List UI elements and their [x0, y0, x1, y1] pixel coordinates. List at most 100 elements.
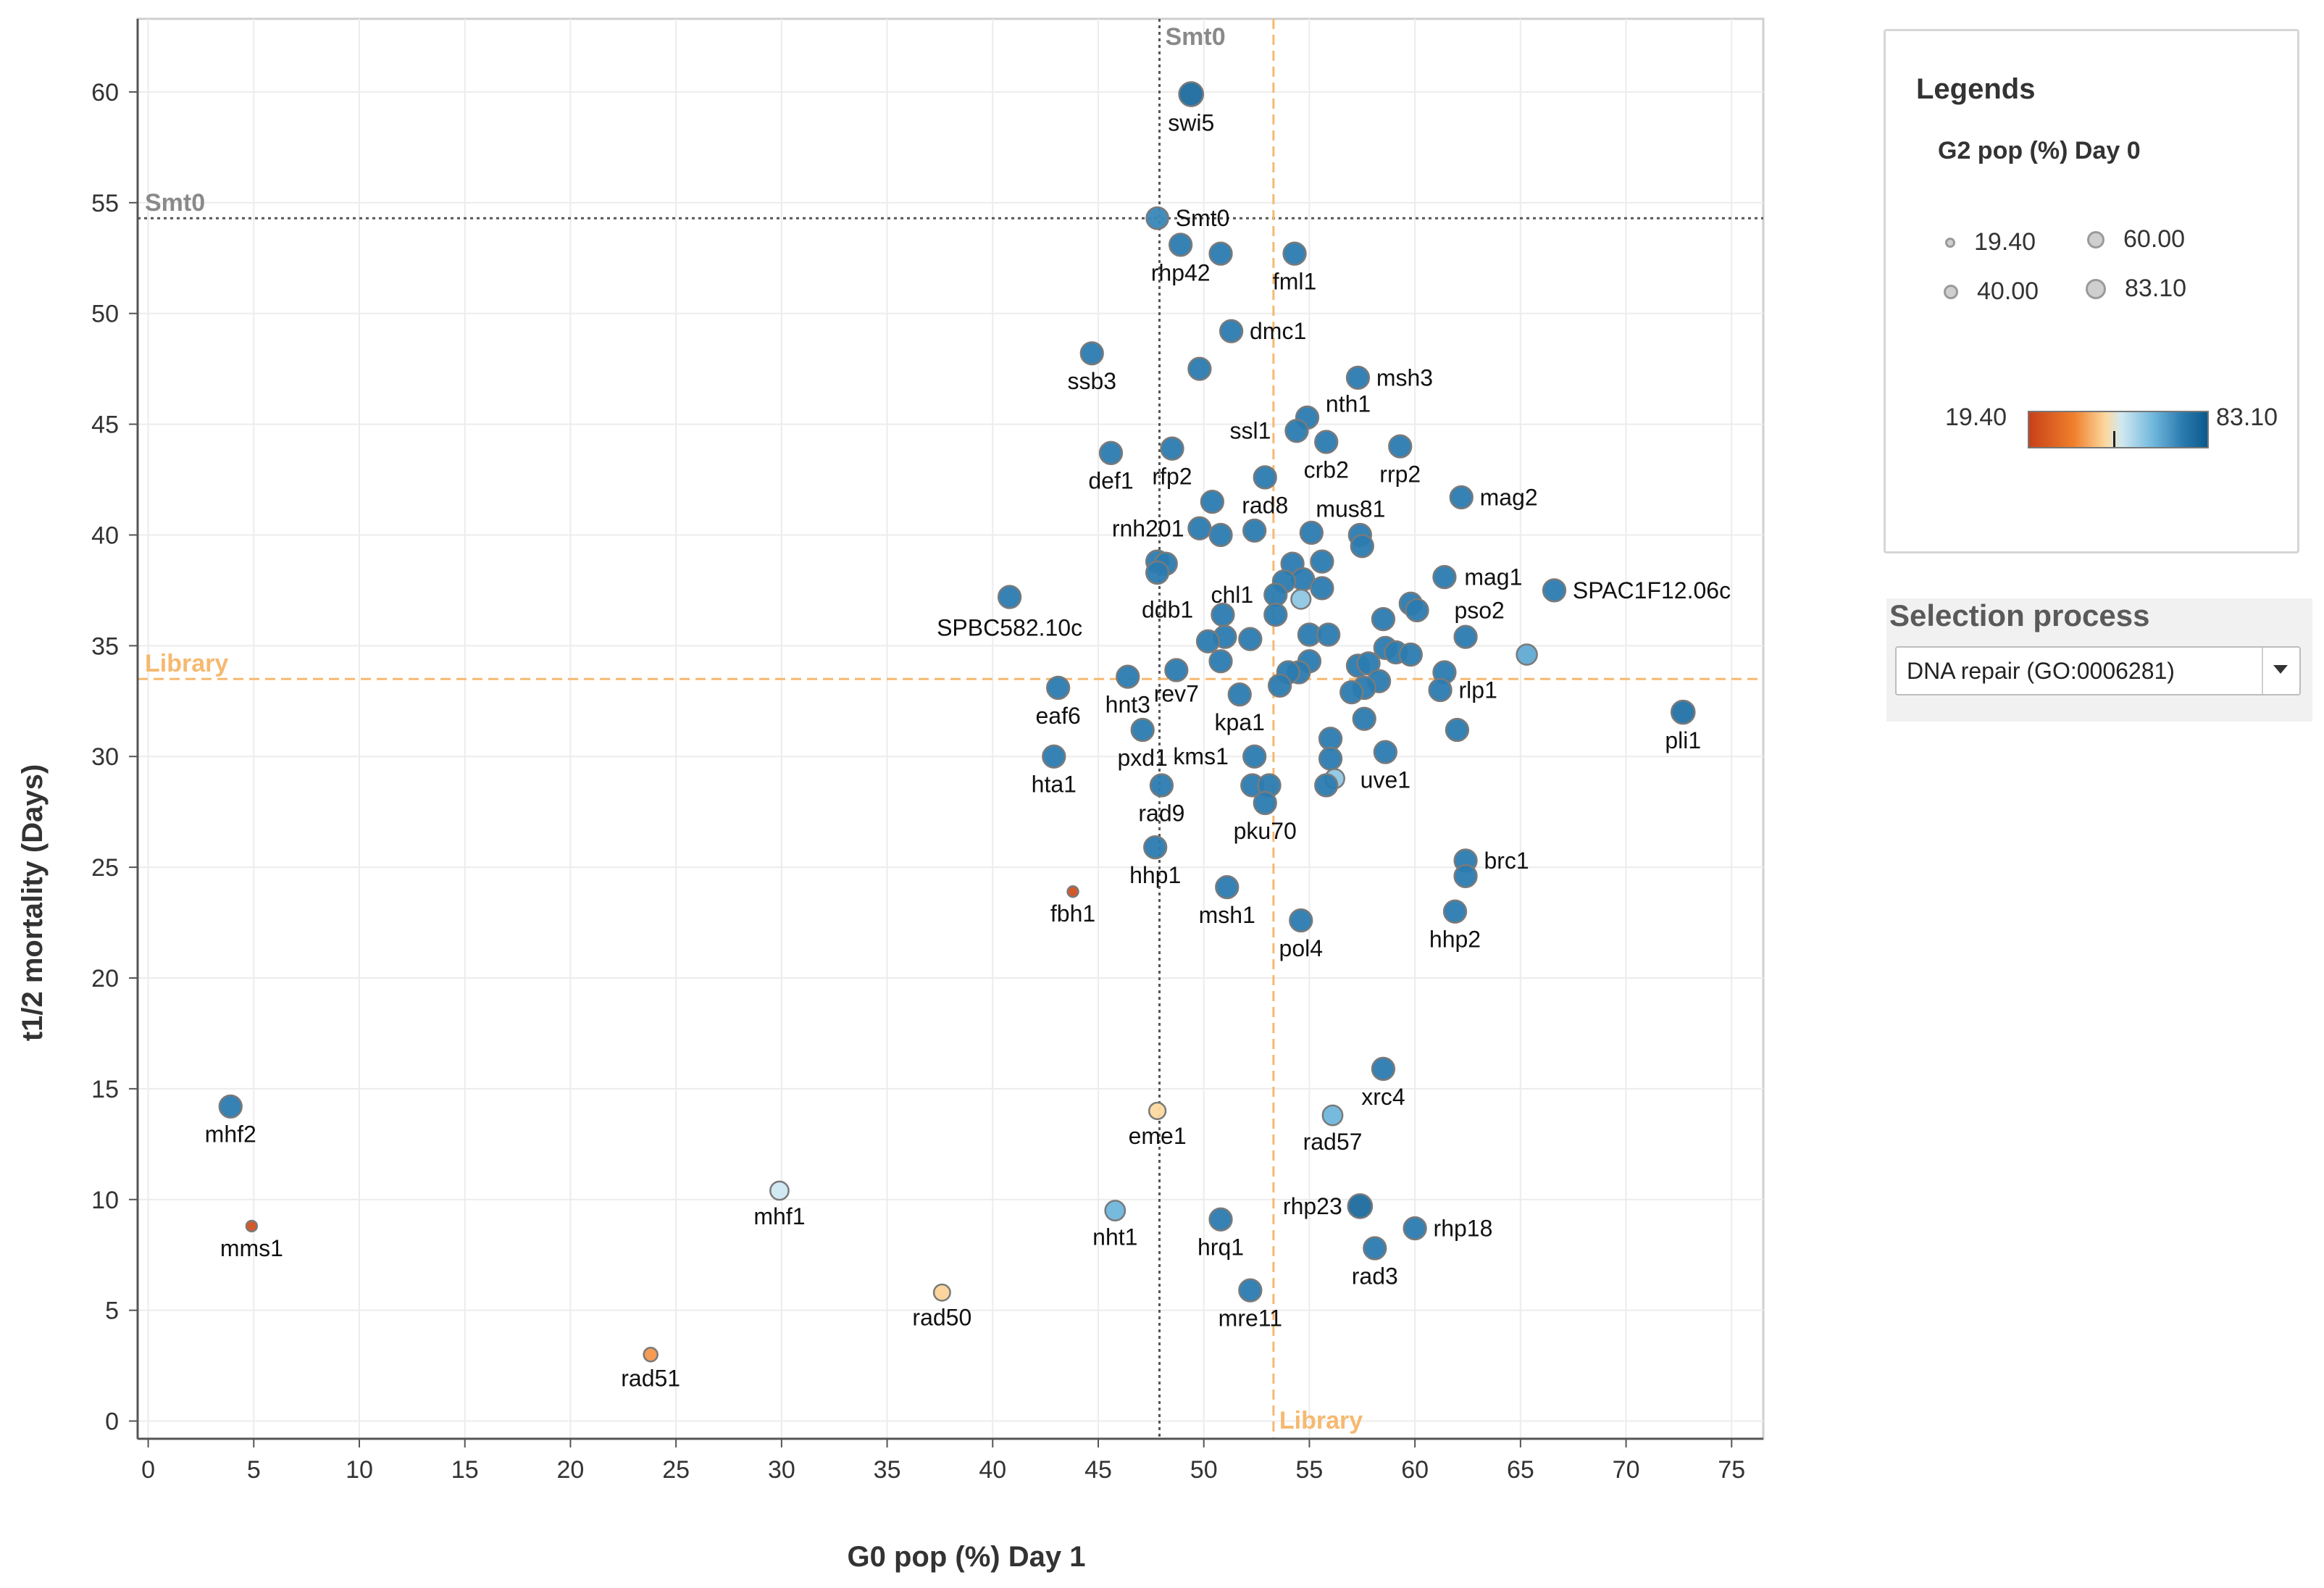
y-axis-title: t1/2 mortality (Days): [17, 764, 49, 1041]
point-label: ssb3: [1067, 368, 1116, 394]
point-label: mhf2: [205, 1121, 256, 1148]
point-label: ssl1: [1229, 418, 1271, 444]
point-label: mms1: [220, 1235, 283, 1261]
x-tick-label: 60: [1401, 1456, 1429, 1484]
data-point: [1350, 534, 1374, 559]
y-tick-label: 30: [91, 743, 119, 771]
size-dot-icon: [2087, 230, 2104, 248]
point-label: rad9: [1138, 800, 1184, 826]
point-label: fbh1: [1050, 900, 1095, 927]
data-point: [1187, 356, 1212, 381]
point-label: mhf1: [753, 1203, 805, 1229]
size-legend-label: 60.00: [2123, 225, 2186, 253]
data-point: [1160, 436, 1184, 461]
data-point: [1178, 81, 1205, 107]
size-dot-icon: [2086, 278, 2106, 299]
data-point: [1164, 658, 1189, 682]
x-tick-label: 25: [662, 1456, 690, 1484]
data-point: [1670, 699, 1696, 725]
data-point: [1371, 607, 1396, 632]
legend-panel: Legends G2 pop (%) Day 0 19.40 60.00 40.…: [1884, 29, 2299, 553]
data-point: [1321, 1104, 1344, 1127]
point-label: msh1: [1199, 902, 1255, 928]
chevron-down-icon[interactable]: [2273, 665, 2288, 674]
point-label: rrp2: [1379, 461, 1421, 488]
point-label: brc1: [1484, 848, 1529, 874]
point-label: SPBC582.10c: [937, 614, 1082, 640]
y-tick-label: 55: [91, 190, 119, 217]
data-point: [1200, 489, 1225, 514]
data-point: [1403, 1216, 1427, 1241]
data-point: [1169, 233, 1193, 257]
data-point: [1299, 520, 1324, 546]
data-point: [1371, 1056, 1396, 1082]
point-label: ddb1: [1142, 596, 1193, 622]
y-tick-label: 25: [91, 854, 119, 882]
point-label: rlp1: [1459, 677, 1497, 703]
data-point: [1373, 740, 1397, 764]
point-label: pku70: [1234, 818, 1297, 844]
data-point: [932, 1283, 951, 1302]
point-label: hrq1: [1197, 1234, 1244, 1261]
data-point: [1104, 1200, 1127, 1221]
x-tick-label: 70: [1613, 1456, 1640, 1484]
data-point: [1145, 206, 1169, 230]
data-point: [1149, 773, 1174, 798]
data-point: [643, 1347, 659, 1363]
data-point: [1314, 773, 1339, 798]
data-point: [1215, 874, 1240, 900]
point-label: dmc1: [1250, 318, 1306, 344]
data-point: [1405, 598, 1429, 623]
data-point: [1318, 746, 1343, 771]
axes: 0 5 10 15 20 25 30 35 40 45 50 55 60 65 70 75 0 5 10 15 20 25…: [91, 19, 1763, 1484]
color-scale-marker: [2113, 431, 2115, 447]
data-point: [1242, 744, 1267, 769]
data-point: [1263, 582, 1288, 607]
data-point: [1398, 642, 1423, 667]
y-tick-label: 60: [91, 79, 119, 106]
point-label: nth1: [1326, 390, 1371, 417]
point-label: pso2: [1454, 597, 1504, 623]
point-label: rev7: [1154, 680, 1199, 706]
x-tick-label: 0: [141, 1456, 155, 1484]
data-point: [1289, 908, 1313, 933]
point-label: rad51: [621, 1365, 680, 1391]
point-label: rad8: [1242, 492, 1288, 518]
point-label: pli1: [1665, 727, 1701, 753]
point-label: hhp2: [1429, 927, 1481, 953]
size-legend-label: 40.00: [1977, 277, 2039, 305]
x-tick-label: 40: [979, 1456, 1006, 1484]
x-tick-label: 65: [1507, 1456, 1534, 1484]
grid: [136, 17, 1765, 1440]
point-label: crb2: [1304, 456, 1349, 482]
size-legend-label: 83.10: [2125, 275, 2187, 302]
point-label: swi5: [1168, 110, 1214, 136]
data-point: [1318, 727, 1343, 751]
data-point: [1148, 1101, 1167, 1121]
point-label: rad57: [1303, 1129, 1363, 1155]
data-point: [1045, 675, 1071, 701]
x-tick-label: 15: [451, 1456, 479, 1484]
point-label: hhp1: [1129, 862, 1181, 888]
data-point: [1219, 319, 1244, 343]
data-point: [1282, 241, 1307, 266]
x-tick-label: 5: [247, 1456, 261, 1484]
color-scale-bar: [2028, 411, 2209, 448]
data-point: [1432, 564, 1457, 590]
data-point: [1208, 522, 1233, 548]
selection-dropdown[interactable]: DNA repair (GO:0006281): [1895, 646, 2301, 695]
size-legend-item: 40.00: [1944, 277, 2039, 306]
data-point: [1352, 706, 1376, 731]
data-point: [1195, 629, 1221, 653]
x-tick-label: 75: [1718, 1456, 1745, 1484]
size-dot-icon: [1944, 284, 1958, 299]
data-point: [1345, 365, 1371, 390]
data-point: [1388, 434, 1413, 459]
data-point: [1238, 1278, 1263, 1303]
data-point: [1116, 664, 1140, 689]
data-point: [1238, 627, 1263, 651]
selection-title: Selection process: [1889, 598, 2150, 632]
data-point: [1263, 602, 1288, 627]
y-tick-label: 35: [91, 632, 119, 660]
data-point: [245, 1219, 259, 1233]
